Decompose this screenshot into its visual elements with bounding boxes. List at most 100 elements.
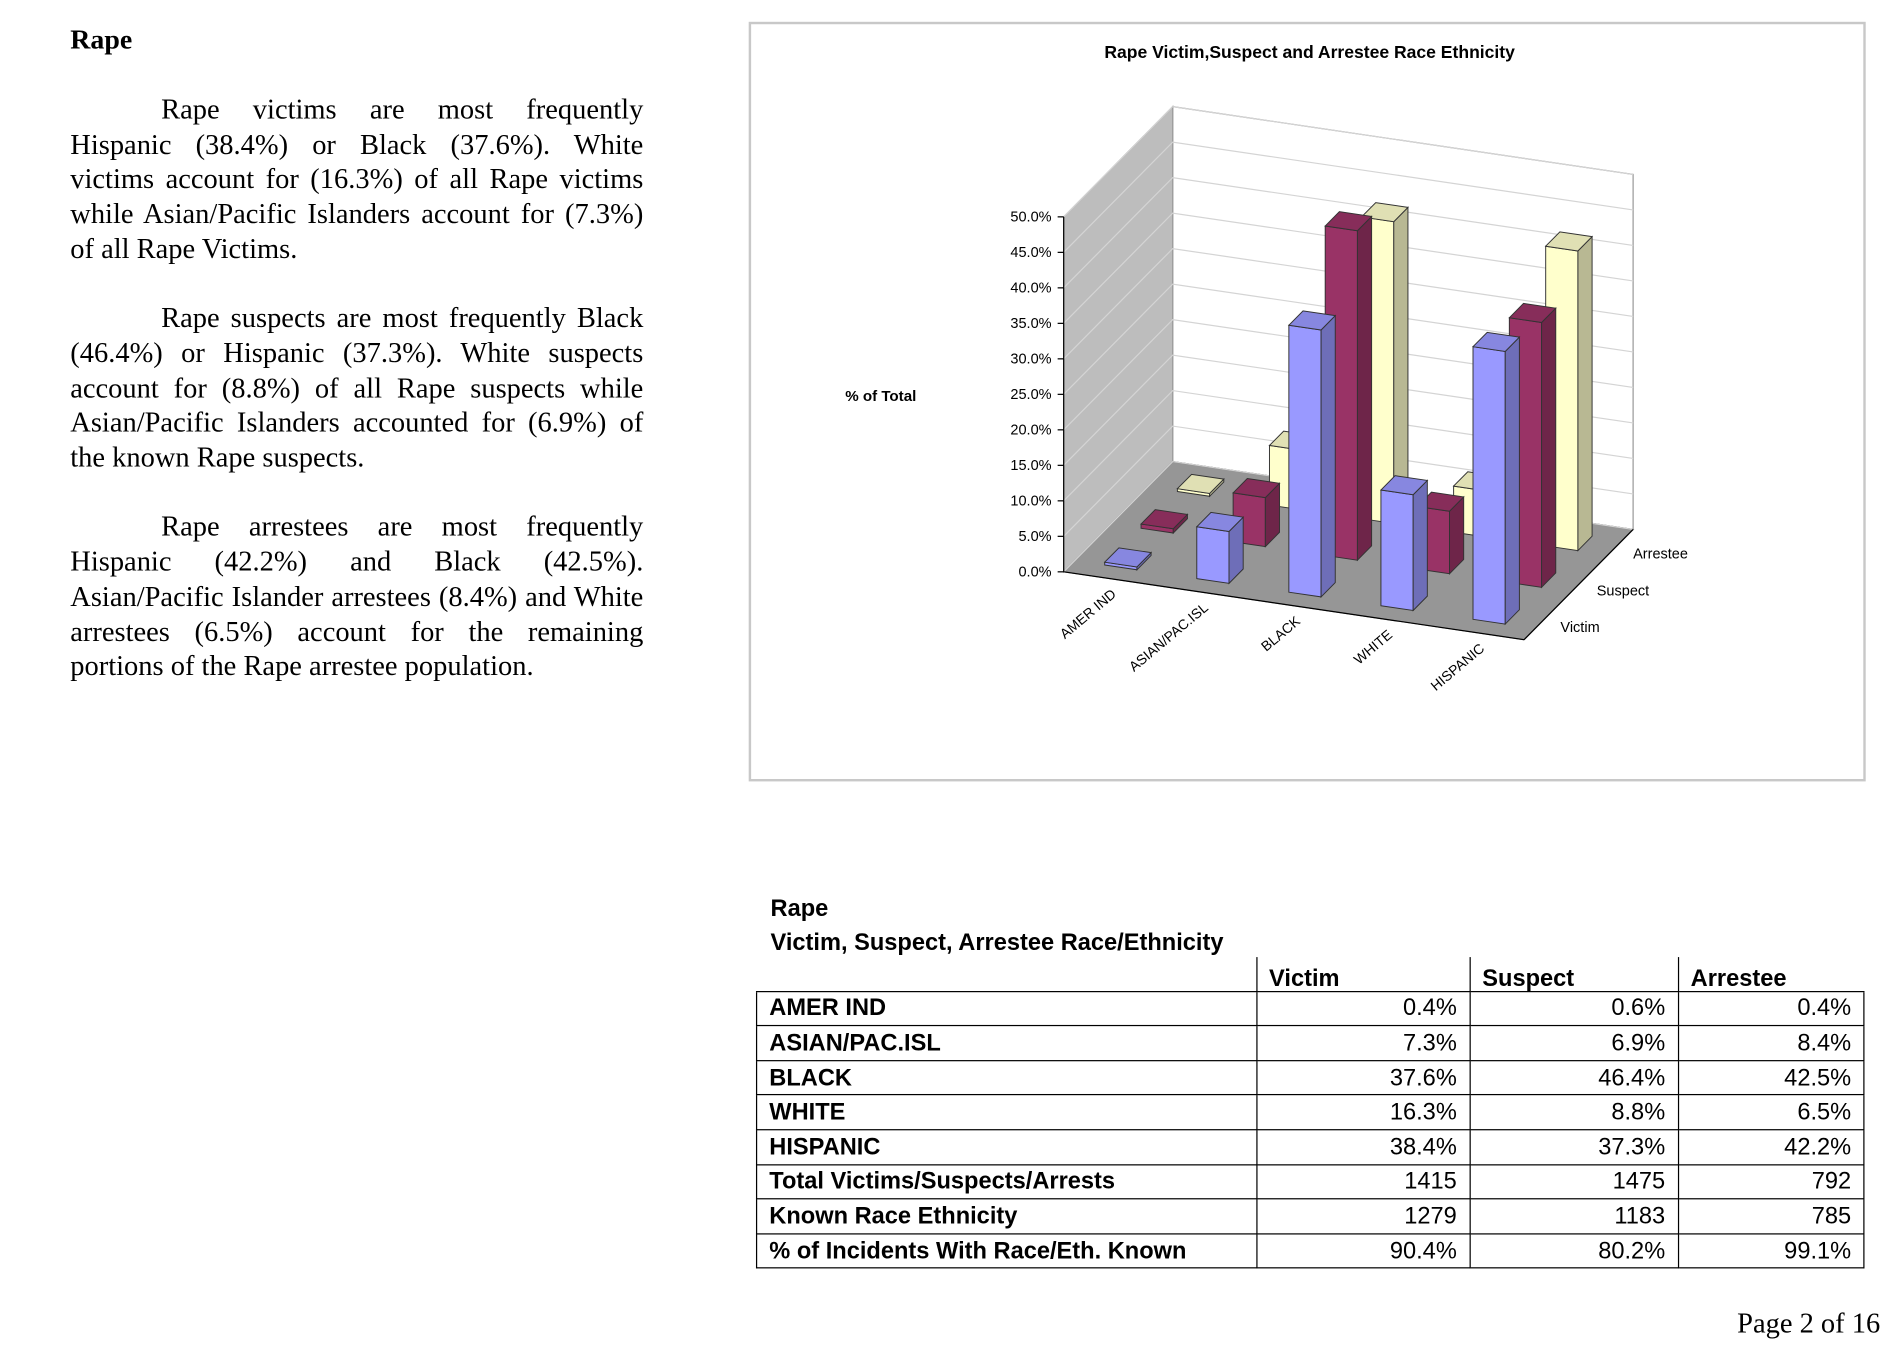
table-cell: 1475 <box>1468 1163 1679 1200</box>
bar-front <box>1288 324 1322 598</box>
table-cell: 16.3% <box>1255 1094 1471 1131</box>
y-tick-label: 0.0% <box>1018 565 1051 581</box>
y-tick-label: 40.0% <box>1010 281 1051 297</box>
table-cell: Total Victims/Suspects/Arrests <box>755 1163 1257 1200</box>
table-cell: AMER IND <box>755 990 1257 1027</box>
page-number: Page 2 of 16 <box>1737 1308 1881 1340</box>
paragraph: Rape victims are most frequently Hispani… <box>70 94 644 266</box>
y-tick-label: 5.0% <box>1018 529 1051 545</box>
bar-front <box>1472 346 1506 625</box>
table-cell: 42.5% <box>1677 1059 1865 1096</box>
table-cell: 80.2% <box>1468 1233 1679 1269</box>
table-cell: % of Incidents With Race/Eth. Known <box>755 1233 1257 1269</box>
bar-top <box>1379 475 1429 496</box>
table-row: % of Incidents With Race/Eth. Known 90.4%… <box>755 1233 1865 1269</box>
header-cell <box>756 957 1257 992</box>
bar-top <box>1544 231 1594 252</box>
grid-line <box>1063 105 1634 218</box>
bar <box>1471 331 1521 626</box>
y-tick-label: 35.0% <box>1010 316 1051 332</box>
table-title-line: Rape <box>770 895 829 922</box>
table-cell: 1183 <box>1468 1198 1679 1235</box>
bar-front <box>1380 489 1414 612</box>
series-label: Suspect <box>1597 583 1649 599</box>
y-axis-label: % of Total <box>845 388 916 405</box>
bar-top <box>1287 310 1337 331</box>
paragraph: Rape arrestees are most frequently Hispa… <box>70 511 644 683</box>
grid-line <box>1063 141 1634 253</box>
y-tick-label: 15.0% <box>1010 458 1051 474</box>
bar <box>1287 310 1337 599</box>
bar-front <box>1196 526 1230 584</box>
header-cell: Victim <box>1255 957 1471 992</box>
table-cell: 99.1% <box>1677 1233 1865 1269</box>
chart-title: Rape Victim,Suspect and Arrestee Race Et… <box>1104 42 1515 62</box>
x-axis <box>1063 571 1525 641</box>
table-row: HISPANIC 38.4% 37.3% 42.2% <box>755 1129 1865 1165</box>
table-cell: 8.4% <box>1677 1025 1865 1062</box>
table-cell: 0.6% <box>1468 990 1679 1027</box>
table-cell: 38.4% <box>1255 1129 1471 1165</box>
bar-top <box>1103 547 1153 568</box>
table-row: BLACK 37.6% 46.4% 42.5% <box>755 1059 1865 1096</box>
bar-side <box>1541 306 1557 589</box>
bar-side <box>1577 235 1593 552</box>
table-cell: 8.8% <box>1468 1094 1679 1131</box>
table-cell: 1279 <box>1255 1198 1471 1235</box>
table: Victim Suspect Arrestee AMER IND 0.4% 0.6% 0.4… <box>755 957 1865 1269</box>
bar <box>1379 475 1429 612</box>
paragraph: Rape suspects are most frequently Black … <box>70 303 644 474</box>
bar-top <box>1232 478 1281 499</box>
series-label: Victim <box>1560 620 1599 636</box>
table-cell: 6.5% <box>1677 1094 1865 1131</box>
table-cell: 1415 <box>1255 1163 1471 1200</box>
y-tick-label: 10.0% <box>1010 494 1051 510</box>
table-title: Rape Victim, Suspect, Arrestee Race/Ethn… <box>771 892 1224 960</box>
table-row: AMER IND 0.4% 0.6% 0.4% <box>755 990 1865 1027</box>
table-cell: 792 <box>1677 1163 1865 1200</box>
depth-axis <box>1523 528 1634 641</box>
bar <box>1103 547 1153 571</box>
bar-top <box>1140 509 1189 530</box>
table-cell: 785 <box>1677 1198 1865 1235</box>
y-tick-label: 20.0% <box>1010 423 1051 439</box>
y-tick-label: 30.0% <box>1010 352 1051 368</box>
bar-side <box>1504 335 1520 626</box>
bar-top <box>1508 302 1557 324</box>
table-row: Known Race Ethnicity 1279 1183 785 <box>755 1198 1865 1235</box>
table-cell: 0.4% <box>1255 990 1471 1027</box>
header-cell: Arrestee <box>1677 957 1864 992</box>
paragraphs: Rape victims are most frequently Hispani… <box>70 93 643 719</box>
table-title-line: Victim, Suspect, Arrestee Race/Ethnicity <box>770 929 1224 956</box>
bar-top <box>1471 331 1521 352</box>
header-cell: Suspect <box>1468 957 1679 992</box>
table-cell: ASIAN/PAC.ISL <box>755 1025 1257 1062</box>
heading: Rape <box>70 24 133 55</box>
grid-line <box>1063 176 1634 289</box>
bar-side <box>1320 314 1336 599</box>
series-label: Arrestee <box>1633 547 1688 563</box>
grid-line <box>1063 247 1634 360</box>
bar-top <box>1176 473 1225 494</box>
bar <box>1176 473 1225 498</box>
table-cell: HISPANIC <box>755 1129 1257 1165</box>
table-cell: 7.3% <box>1255 1025 1471 1062</box>
bar-top <box>1360 202 1409 223</box>
bar-side <box>1412 479 1428 612</box>
table-cell: BLACK <box>755 1059 1257 1096</box>
bar <box>1140 509 1189 535</box>
bar-top <box>1195 511 1245 533</box>
table-row: Total Victims/Suspects/Arrests 1415 1475 79… <box>755 1163 1865 1200</box>
table-cell: 46.4% <box>1468 1059 1679 1096</box>
y-tick-label: 25.0% <box>1010 387 1051 403</box>
table-row: WHITE 16.3% 8.8% 6.5% <box>755 1094 1865 1131</box>
y-tick-label: 45.0% <box>1010 245 1051 261</box>
table-cell: WHITE <box>755 1094 1257 1131</box>
y-tick-label: 50.0% <box>1010 210 1051 226</box>
table-cell: 37.6% <box>1255 1059 1471 1096</box>
table-cell: 37.3% <box>1468 1129 1679 1165</box>
bar <box>1195 511 1245 585</box>
